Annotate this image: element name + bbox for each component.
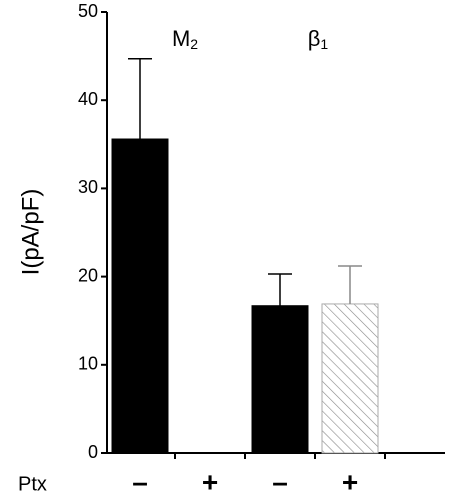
y-tick-label: 30: [78, 177, 98, 197]
x-axis-label: Ptx: [18, 473, 47, 495]
x-tick-label: –: [132, 466, 148, 497]
x-tick-label: +: [202, 466, 218, 497]
y-tick-label: 10: [78, 354, 98, 374]
y-tick-label: 20: [78, 265, 98, 285]
bar: [111, 138, 169, 454]
group-label-sub: 2: [190, 36, 198, 52]
group-label-sub: 1: [320, 36, 328, 52]
group-label: β1: [308, 26, 329, 52]
y-tick-label: 50: [78, 1, 98, 21]
group-label: M2: [172, 26, 198, 52]
y-axis-label: I(pA/pF): [17, 189, 44, 276]
y-tick-label: 0: [88, 442, 98, 462]
y-tick-label: 40: [78, 89, 98, 109]
x-tick-label: +: [342, 466, 358, 497]
x-tick-label: –: [272, 466, 288, 497]
bar: [251, 305, 309, 454]
group-label-main: β: [308, 26, 321, 51]
bar: [321, 303, 379, 454]
group-label-main: M: [172, 26, 190, 51]
